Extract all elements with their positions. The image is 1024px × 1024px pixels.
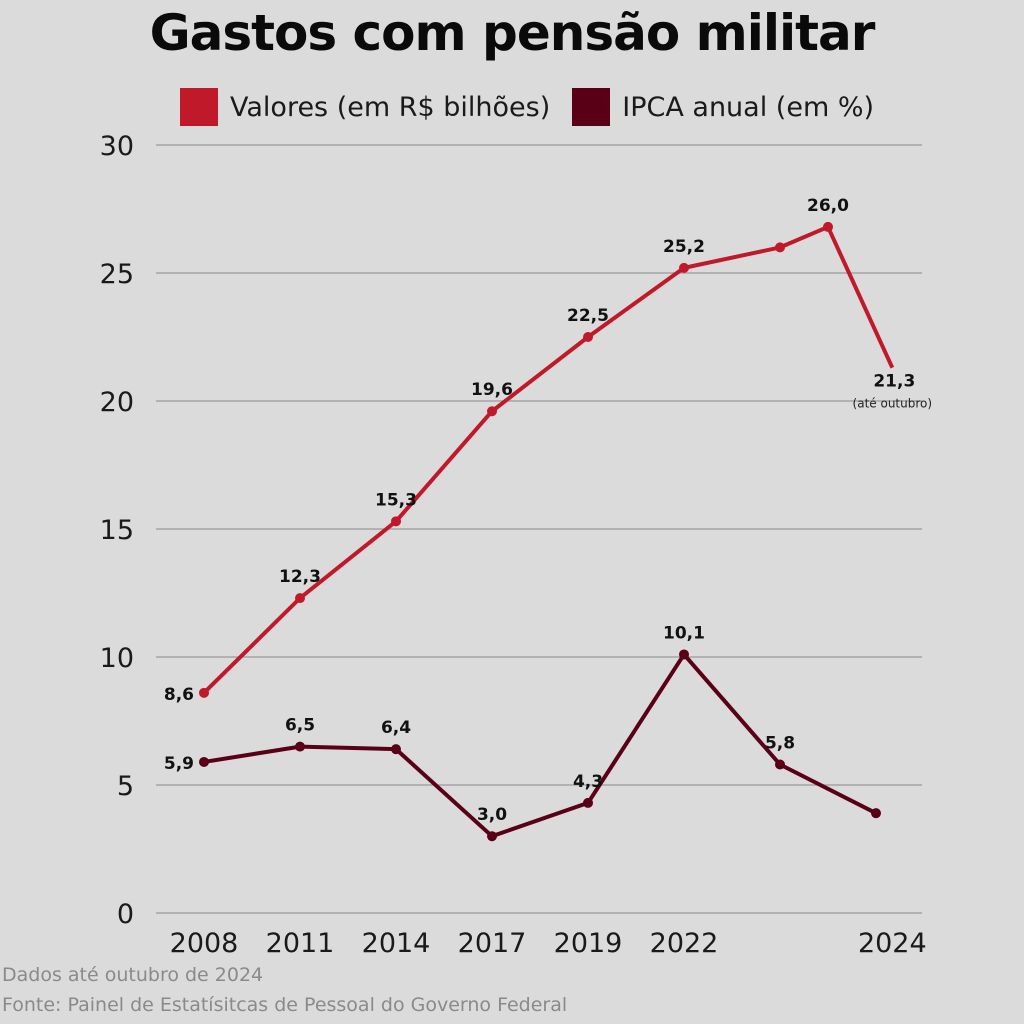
point-ipca xyxy=(583,797,593,808)
data-label: 5,8 xyxy=(765,734,795,754)
x-tick-label: 2017 xyxy=(458,928,527,959)
footer-note: Dados até outubro de 2024 xyxy=(2,964,264,986)
point-ipca xyxy=(295,741,305,752)
footer-source: Fonte: Painel de Estatísitcas de Pessoal… xyxy=(2,994,568,1016)
data-label: 25,2 xyxy=(663,237,705,257)
point-valores xyxy=(487,406,497,417)
x-tick-label: 2014 xyxy=(362,928,431,959)
data-label: 5,9 xyxy=(164,754,194,774)
x-tick-label: 2024 xyxy=(858,928,927,959)
data-label: 4,3 xyxy=(573,772,603,792)
data-label: 8,6 xyxy=(164,685,194,705)
y-tick-label: 15 xyxy=(100,515,134,546)
point-ipca xyxy=(487,831,497,842)
y-tick-label: 0 xyxy=(117,899,134,930)
series-line-ipca xyxy=(203,652,877,839)
y-tick-label: 30 xyxy=(100,131,134,162)
legend-item-valores: Valores (em R$ bilhões) xyxy=(180,88,550,126)
x-tick-label: 2022 xyxy=(650,928,719,959)
legend-item-ipca: IPCA anual (em %) xyxy=(572,88,874,126)
point-valores xyxy=(823,221,833,232)
y-tick-label: 20 xyxy=(100,387,134,418)
series-line-valores xyxy=(202,224,895,695)
y-tick-label: 10 xyxy=(100,643,134,674)
x-tick-label: 2019 xyxy=(554,928,623,959)
point-valores xyxy=(583,332,593,342)
x-tick-label: 2008 xyxy=(170,928,239,959)
legend-label-ipca: IPCA anual (em %) xyxy=(622,91,875,123)
point-ipca xyxy=(199,756,209,767)
legend-label-valores: Valores (em R$ bilhões) xyxy=(230,91,551,123)
point-valores xyxy=(679,262,689,273)
point-valores xyxy=(199,687,209,698)
point-valores xyxy=(775,242,785,253)
annotation-ate-outubro: (até outubro) xyxy=(853,397,933,411)
legend-swatch-ipca xyxy=(572,88,611,126)
data-label: 12,3 xyxy=(279,567,321,587)
legend-swatch-valores xyxy=(180,88,218,126)
data-label: 26,0 xyxy=(807,196,849,216)
data-label: 6,4 xyxy=(381,718,411,738)
chart-title: Gastos com pensão militar xyxy=(149,4,876,62)
data-label: 21,3 xyxy=(873,372,915,392)
point-ipca xyxy=(871,808,881,819)
data-label: 6,5 xyxy=(285,716,315,736)
data-label: 19,6 xyxy=(471,380,513,400)
legend: Valores (em R$ bilhões) IPCA anual (em %… xyxy=(180,88,896,126)
point-ipca xyxy=(391,744,401,755)
point-ipca xyxy=(775,759,785,770)
x-tick-label: 2011 xyxy=(266,928,335,959)
y-tick-label: 25 xyxy=(100,259,134,290)
point-valores xyxy=(391,516,401,527)
y-tick-label: 5 xyxy=(117,771,134,802)
data-label: 22,5 xyxy=(567,306,609,326)
data-label: 10,1 xyxy=(663,623,705,643)
point-valores xyxy=(295,593,305,604)
point-ipca xyxy=(679,649,689,660)
data-label: 3,0 xyxy=(477,805,507,825)
data-label: 15,3 xyxy=(375,490,417,510)
